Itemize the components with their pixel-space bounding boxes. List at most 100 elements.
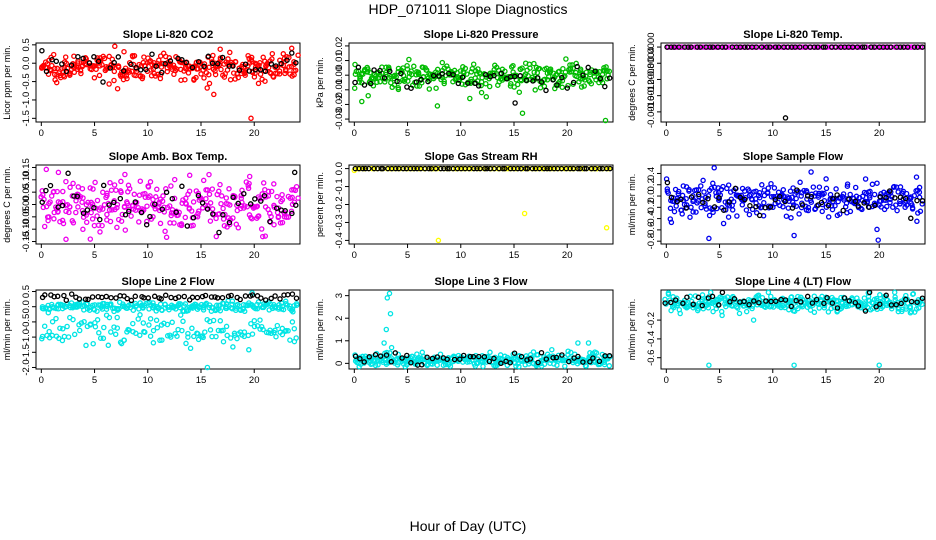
data-point: [124, 295, 130, 302]
data-point: [246, 347, 252, 353]
x-tick-label: 5: [717, 128, 722, 139]
data-point: [106, 53, 112, 60]
data-point: [580, 359, 586, 365]
data-point: [91, 54, 97, 60]
data-point: [76, 296, 83, 302]
data-point: [434, 354, 441, 360]
data-point: [220, 205, 226, 212]
data-point: [176, 209, 182, 216]
data-point: [171, 220, 177, 226]
data-point: [352, 61, 358, 68]
data-point: [80, 55, 86, 62]
data-point: [911, 192, 918, 199]
data-point: [877, 194, 884, 200]
y-tick-label: 0.15: [21, 158, 32, 177]
data-point: [371, 67, 377, 73]
y-tick-label: -0.4: [646, 210, 657, 226]
y-tick-label: -0.03: [334, 108, 345, 130]
panel-5: Slope Gas Stream RH 0 5 10 15 20 -0.4 -0.3 -0.2 -…: [315, 151, 614, 261]
data-point: [709, 293, 716, 300]
data-point: [269, 56, 275, 62]
data-point: [893, 301, 899, 308]
data-point: [126, 208, 132, 215]
data-point: [71, 69, 78, 76]
data-point: [202, 329, 208, 335]
x-tick-label: 5: [717, 375, 722, 386]
data-point: [186, 188, 193, 194]
data-point: [87, 236, 94, 242]
data-point: [399, 355, 405, 361]
data-point: [698, 183, 704, 189]
data-point: [664, 179, 671, 186]
data-point: [697, 44, 704, 50]
data-point: [536, 65, 543, 72]
data-point: [267, 69, 273, 76]
data-point: [841, 295, 848, 301]
data-point: [668, 219, 675, 226]
data-point: [70, 180, 76, 187]
data-point: [811, 309, 818, 316]
data-point: [491, 72, 497, 79]
data-point: [78, 320, 85, 326]
data-point: [899, 308, 905, 315]
data-point: [278, 60, 284, 67]
data-point: [133, 330, 139, 337]
data-point: [793, 195, 799, 202]
data-point: [380, 165, 386, 172]
data-point: [783, 213, 790, 219]
x-tick-label: 10: [455, 128, 466, 139]
x-tick-label: 5: [92, 128, 97, 139]
data-point: [813, 296, 820, 303]
y-axis-label: ml/min per min.: [315, 299, 325, 361]
data-point: [55, 208, 61, 215]
data-point: [283, 214, 290, 220]
data-point: [63, 208, 69, 215]
data-point: [865, 293, 872, 300]
data-point: [166, 55, 173, 61]
data-point: [62, 54, 69, 60]
data-point: [287, 337, 293, 343]
data-point: [154, 324, 161, 331]
data-point: [97, 335, 104, 341]
data-point: [515, 360, 521, 367]
data-point: [95, 58, 102, 65]
data-point: [426, 86, 433, 92]
data-point: [510, 69, 516, 75]
data-point: [516, 89, 523, 95]
data-point: [99, 62, 105, 68]
data-point: [585, 64, 591, 71]
data-point: [68, 291, 75, 297]
data-point: [283, 68, 289, 74]
data-point: [100, 189, 106, 196]
data-point: [372, 362, 379, 369]
data-point: [96, 330, 102, 336]
data-point: [67, 184, 73, 191]
data-point: [109, 207, 115, 213]
y-axis-label: degrees C per min.: [2, 166, 12, 243]
data-point: [147, 333, 154, 339]
data-point: [500, 165, 506, 172]
data-point: [530, 78, 536, 84]
data-point: [101, 300, 107, 307]
series-selected: [664, 44, 926, 121]
data-point: [891, 183, 897, 190]
series-all: [38, 43, 301, 122]
data-point: [240, 61, 246, 68]
data-point: [80, 195, 86, 201]
data-point: [511, 350, 518, 356]
x-tick-label: 20: [874, 128, 885, 139]
data-point: [40, 204, 47, 211]
data-point: [135, 316, 141, 322]
data-point: [293, 202, 299, 208]
data-point: [733, 304, 740, 310]
data-point: [805, 207, 812, 214]
data-point: [726, 199, 732, 205]
y-tick-label: -0.5: [21, 314, 32, 330]
panel-title: Slope Line 4 (LT) Flow: [735, 276, 851, 288]
panel-7: Slope Line 2 Flow 0 5 10 15 20 -2.0-1.5-1.0-0.…: [2, 276, 301, 386]
data-point: [840, 207, 846, 214]
data-point: [883, 195, 889, 201]
y-tick-label: 0.2: [646, 178, 657, 191]
data-point: [462, 65, 469, 72]
data-point: [753, 203, 759, 210]
